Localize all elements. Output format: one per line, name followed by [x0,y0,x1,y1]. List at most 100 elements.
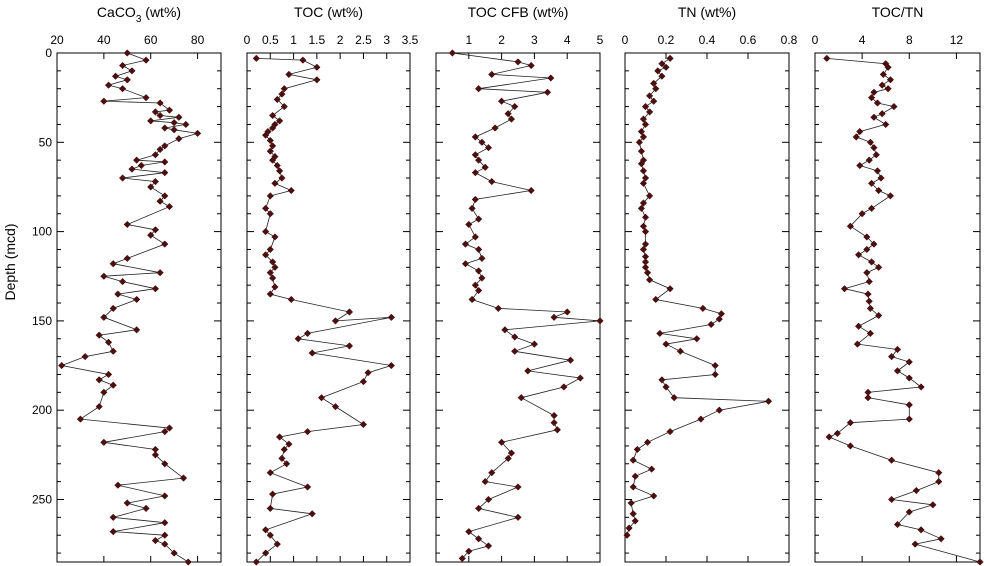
panel-4-data-point [652,85,660,93]
panel-2-data-point [364,369,372,377]
panel-1-y-tick-label: 150 [32,314,52,328]
panel-1-data-point [147,183,155,191]
panel-5-data-point [865,277,873,286]
panel-2-data-point [308,510,316,518]
panel-2-title: TOC (wt%) [294,4,363,20]
panel-2-data-point [331,317,340,325]
panel-2-data-point [275,433,284,441]
panel-5-data-point [873,99,882,107]
panel-4-data-point [645,276,654,284]
panel-3-data-point [465,547,473,555]
panel-4-data-point [637,127,646,136]
panel-3-frame [435,52,601,563]
panel-2-data-point [268,156,277,164]
panel-2-data-point [273,161,281,170]
panel-2-data-point [387,313,396,321]
panel-2-data-point [280,445,288,454]
panel-5-data-point [890,102,898,111]
panel-3-data-point [465,220,473,229]
panel-5-x-tick-label: 8 [906,33,913,47]
panel-4-data-point [645,108,654,116]
panel-3-data-point [474,245,483,254]
panel-4-data-point [676,347,685,355]
panel-4-data-point [639,179,648,188]
panel-3-data-point [471,133,480,141]
panel-3-data-point [504,110,512,118]
panel-1-data-point [109,260,117,268]
panel-4-data-point [650,492,658,500]
panel-3-data-point [481,163,489,171]
panel-1-data-point [156,269,164,277]
panel-2-data-point [294,335,302,343]
panel-3-data-point [497,438,506,446]
panel-4-data-point [631,517,639,525]
panel-5-data-point [870,144,878,152]
panel-1-title: CaCO3 (wt%) [97,4,181,25]
panel-2-data-point [268,111,277,120]
panel-4-data-point [641,213,650,221]
panel-3-data-point [511,102,519,111]
panel-2-data-point [266,504,274,513]
panel-3-data-point [488,177,496,186]
panel-2-x-tick-label: 3 [383,33,390,47]
panel-1-data-point [142,504,150,513]
panel-4-x-tick-label: 0.6 [740,33,757,47]
panel-1-frame [56,52,222,563]
panel-5-data-point [840,285,849,293]
panel-3-data-point [484,495,493,504]
panel-3-data-point [550,313,558,321]
panel-3-data-point [474,267,483,275]
panel-4-data-point [662,63,670,71]
panel-3-data-point [484,542,493,550]
panel-3-x-tick-label: 1 [465,33,472,47]
panel-4-series-line [626,58,769,536]
panel-1-data-point [170,126,178,134]
panel-2-data-point [266,469,274,477]
panel-3-data-point [527,186,535,195]
panel-1-data-point [156,111,164,120]
panel-2-data-point [278,454,286,463]
panel-3-data-point [514,513,522,522]
panel-2-x-tick-label: 0.5 [262,33,279,47]
panel-5-data-point [877,174,885,182]
panel-2-data-point [261,549,270,557]
panel-2-data-point [387,361,396,370]
panel-4-data-point [639,222,648,230]
panel-5-data-point [879,70,888,79]
panel-5-data-point [887,495,896,504]
panel-5-data-point [893,345,902,354]
panel-3-data-point [468,204,476,213]
panel-5-x-tick-label: 12 [950,33,964,47]
panel-1-data-point [104,338,113,346]
panel-1-data-point [147,117,155,125]
panel-1-data-point [175,135,183,143]
panel-4-data-point [641,227,650,236]
panel-3-data-point [517,394,525,402]
panel-1-data-point [123,49,131,57]
panel-1-data-point [114,290,122,298]
panel-4-data-point [652,295,660,304]
panel-4-data-point [639,133,648,141]
panel-5-data-point [878,81,886,89]
panel-2-data-point [278,174,286,182]
panel-5-data-point [856,161,864,170]
panel-5-data-point [874,263,883,271]
panel-4-data-point [666,285,674,293]
panel-1-data-point [109,513,117,522]
panel-5-data-point [846,222,855,230]
panel-2-data-point [268,124,277,132]
panel-3-data-point [471,233,480,241]
panel-2-data-point [266,531,274,539]
panel-2-x-tick-label: 2 [337,33,344,47]
panel-3-data-point [488,70,496,79]
panel-4-data-point [658,376,666,384]
panel-5-data-point [935,469,943,477]
panel-2-data-point [266,192,274,200]
panel-2-data-point [266,136,274,145]
panel-1-data-point [147,231,155,239]
panel-5-data-point [866,138,875,146]
panel-2-data-point [345,342,354,350]
panel-4-data-point [627,499,635,507]
panel-3-data-point [514,483,522,491]
panel-1-data-point [109,381,117,389]
